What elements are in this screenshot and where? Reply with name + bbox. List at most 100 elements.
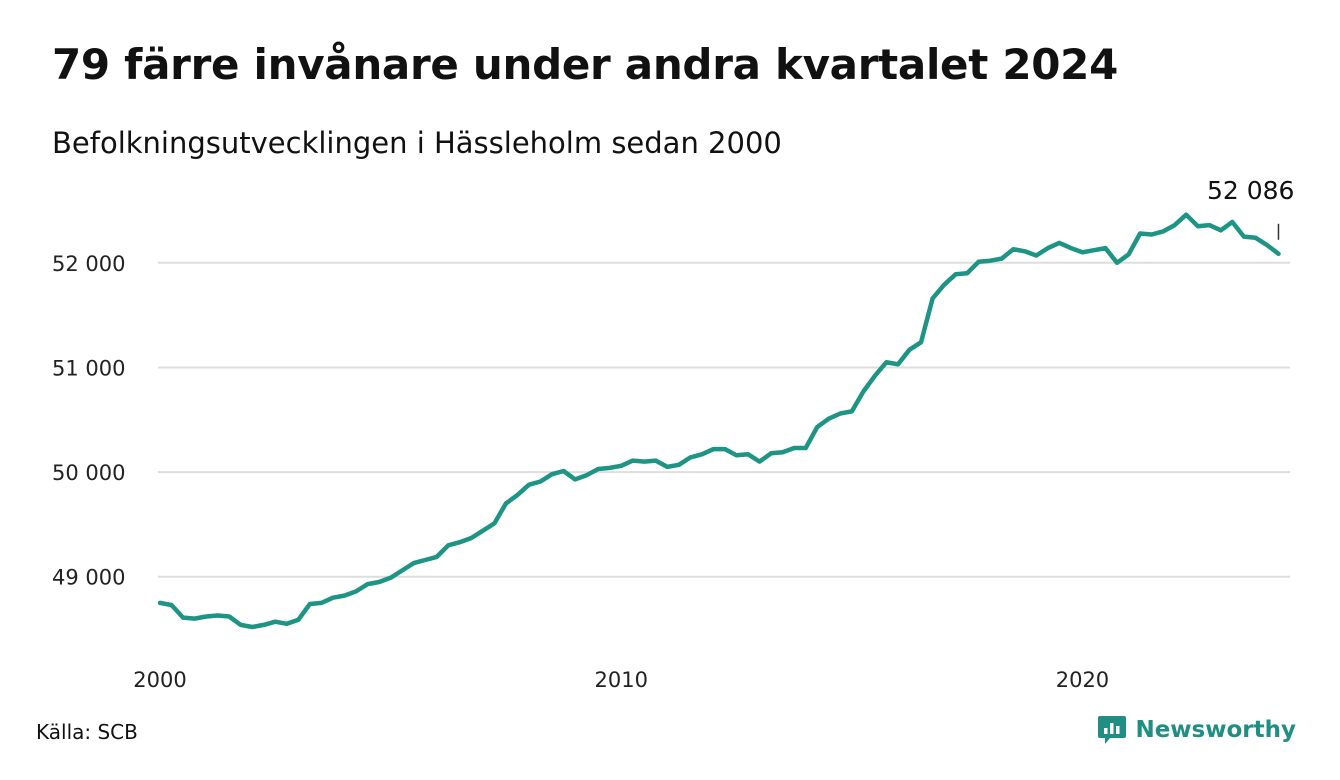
data-point bbox=[399, 567, 405, 573]
data-point bbox=[388, 575, 394, 581]
data-point bbox=[376, 579, 382, 585]
x-tick-label: 2010 bbox=[594, 668, 647, 692]
data-point bbox=[699, 451, 705, 457]
x-tick-label: 2020 bbox=[1056, 668, 1109, 692]
data-point bbox=[1079, 249, 1085, 255]
data-point bbox=[872, 373, 878, 379]
data-point bbox=[491, 520, 497, 526]
data-point bbox=[930, 295, 936, 301]
chart-subtitle: Befolkningsutvecklingen i Hässleholm sed… bbox=[52, 126, 782, 160]
data-point bbox=[1068, 245, 1074, 251]
data-point bbox=[457, 539, 463, 545]
data-point bbox=[238, 622, 244, 628]
brand-logo[interactable]: Newsworthy bbox=[1097, 714, 1296, 746]
data-point bbox=[941, 282, 947, 288]
source-note: Källa: SCB bbox=[36, 720, 138, 744]
data-point bbox=[745, 451, 751, 457]
x-tick-label: 2000 bbox=[133, 668, 186, 692]
data-point bbox=[307, 601, 313, 607]
data-point bbox=[1103, 245, 1109, 251]
data-point bbox=[780, 449, 786, 455]
data-point bbox=[365, 581, 371, 587]
data-point bbox=[918, 339, 924, 345]
data-point bbox=[664, 464, 670, 470]
data-point bbox=[1241, 234, 1247, 240]
data-point bbox=[1114, 260, 1120, 266]
data-point bbox=[953, 271, 959, 277]
data-point bbox=[1206, 222, 1212, 228]
data-point bbox=[1126, 251, 1132, 257]
data-point bbox=[261, 622, 267, 628]
data-point bbox=[630, 458, 636, 464]
data-point bbox=[595, 466, 601, 472]
data-point bbox=[883, 359, 889, 365]
data-point bbox=[341, 593, 347, 599]
data-point bbox=[607, 465, 613, 471]
data-point bbox=[203, 614, 209, 620]
data-point bbox=[999, 256, 1005, 262]
data-point bbox=[757, 459, 763, 465]
annotation-label: 52 086 bbox=[1207, 176, 1294, 205]
y-tick-label: 50 000 bbox=[52, 461, 125, 485]
series-layer bbox=[157, 212, 1281, 630]
data-point bbox=[411, 560, 417, 566]
data-point bbox=[814, 424, 820, 430]
data-point bbox=[353, 588, 359, 594]
data-point bbox=[468, 535, 474, 541]
data-point bbox=[1172, 222, 1178, 228]
data-point bbox=[1195, 223, 1201, 229]
data-point bbox=[1183, 212, 1189, 218]
data-point bbox=[1275, 251, 1281, 257]
y-tick-label: 51 000 bbox=[52, 356, 125, 380]
data-point bbox=[1010, 246, 1016, 252]
data-point bbox=[1091, 247, 1097, 253]
data-point bbox=[676, 462, 682, 468]
data-point bbox=[1160, 228, 1166, 234]
data-point bbox=[318, 600, 324, 606]
data-point bbox=[803, 445, 809, 451]
data-point bbox=[641, 459, 647, 465]
data-point bbox=[722, 446, 728, 452]
data-point bbox=[226, 614, 232, 620]
data-point bbox=[526, 482, 532, 488]
data-point bbox=[169, 602, 175, 608]
data-point bbox=[849, 408, 855, 414]
data-point bbox=[561, 468, 567, 474]
data-point bbox=[249, 624, 255, 630]
data-point bbox=[618, 463, 624, 469]
newsworthy-icon bbox=[1098, 716, 1127, 744]
data-point bbox=[837, 410, 843, 416]
data-point bbox=[215, 612, 221, 618]
data-point bbox=[295, 617, 301, 623]
data-point bbox=[538, 479, 544, 485]
data-point bbox=[1149, 232, 1155, 238]
data-point bbox=[964, 270, 970, 276]
data-point bbox=[480, 528, 486, 534]
data-point bbox=[906, 347, 912, 353]
data-point bbox=[1033, 252, 1039, 258]
data-point bbox=[422, 557, 428, 563]
data-point bbox=[330, 595, 336, 601]
data-point bbox=[710, 446, 716, 452]
data-point bbox=[1229, 219, 1235, 225]
data-point bbox=[514, 492, 520, 498]
data-point bbox=[192, 616, 198, 622]
data-point bbox=[1022, 248, 1028, 254]
data-point bbox=[1045, 245, 1051, 251]
data-point bbox=[860, 389, 866, 395]
y-axis-tick-labels: 49 000 50 000 51 000 52 000 bbox=[52, 252, 125, 590]
data-point bbox=[272, 619, 278, 625]
data-point bbox=[976, 259, 982, 265]
data-point bbox=[1137, 230, 1143, 236]
data-point bbox=[157, 600, 163, 606]
series-line bbox=[157, 212, 1281, 630]
data-point bbox=[1056, 240, 1062, 246]
data-point bbox=[180, 615, 186, 621]
data-point bbox=[434, 554, 440, 560]
data-point bbox=[584, 472, 590, 478]
data-point bbox=[1252, 235, 1258, 241]
brand-name: Newsworthy bbox=[1135, 717, 1296, 743]
data-point bbox=[653, 458, 659, 464]
data-point bbox=[791, 445, 797, 451]
